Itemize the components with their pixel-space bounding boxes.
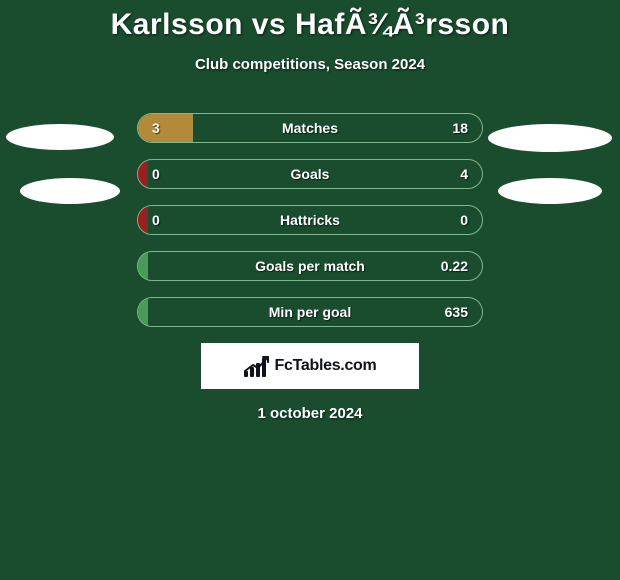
stat-left-value: 0 [152,166,160,182]
stat-row: 3 Matches 18 [137,113,483,143]
stat-fill [138,252,148,280]
stat-row: 0 Goals 4 [137,159,483,189]
stat-fill [138,206,148,234]
stat-right-value: 0 [460,212,468,228]
stat-label: Min per goal [269,304,351,320]
comparison-card: Karlsson vs HafÃ¾Ã³rsson Club competitio… [0,0,620,422]
bar-chart-icon [244,355,270,377]
stat-label: Goals per match [255,258,365,274]
stat-right-value: 635 [445,304,468,320]
stat-right-value: 18 [452,120,468,136]
decorative-ellipse [6,124,114,150]
stat-label: Hattricks [280,212,340,228]
stat-fill [138,298,148,326]
stat-rows: 3 Matches 18 0 Goals 4 0 Hattricks 0 Goals per ma… [137,113,483,327]
stat-row: Min per goal 635 [137,297,483,327]
stat-left-value: 0 [152,212,160,228]
logo-inner: FcTables.com [244,355,377,377]
source-logo: FcTables.com [201,343,419,389]
stat-row: Goals per match 0.22 [137,251,483,281]
trend-line-icon [244,355,270,377]
stat-left-value: 3 [152,120,160,136]
stat-fill [138,114,193,142]
stat-right-value: 4 [460,166,468,182]
logo-text: FcTables.com [275,357,377,375]
stat-right-value: 0.22 [441,258,468,274]
stat-row: 0 Hattricks 0 [137,205,483,235]
page-subtitle: Club competitions, Season 2024 [0,56,620,73]
stat-label: Goals [291,166,330,182]
stat-label: Matches [282,120,338,136]
stat-fill [138,160,148,188]
page-title: Karlsson vs HafÃ¾Ã³rsson [0,8,620,42]
decorative-ellipse [498,178,602,204]
decorative-ellipse [488,124,612,152]
decorative-ellipse [20,178,120,204]
date-label: 1 october 2024 [0,405,620,422]
